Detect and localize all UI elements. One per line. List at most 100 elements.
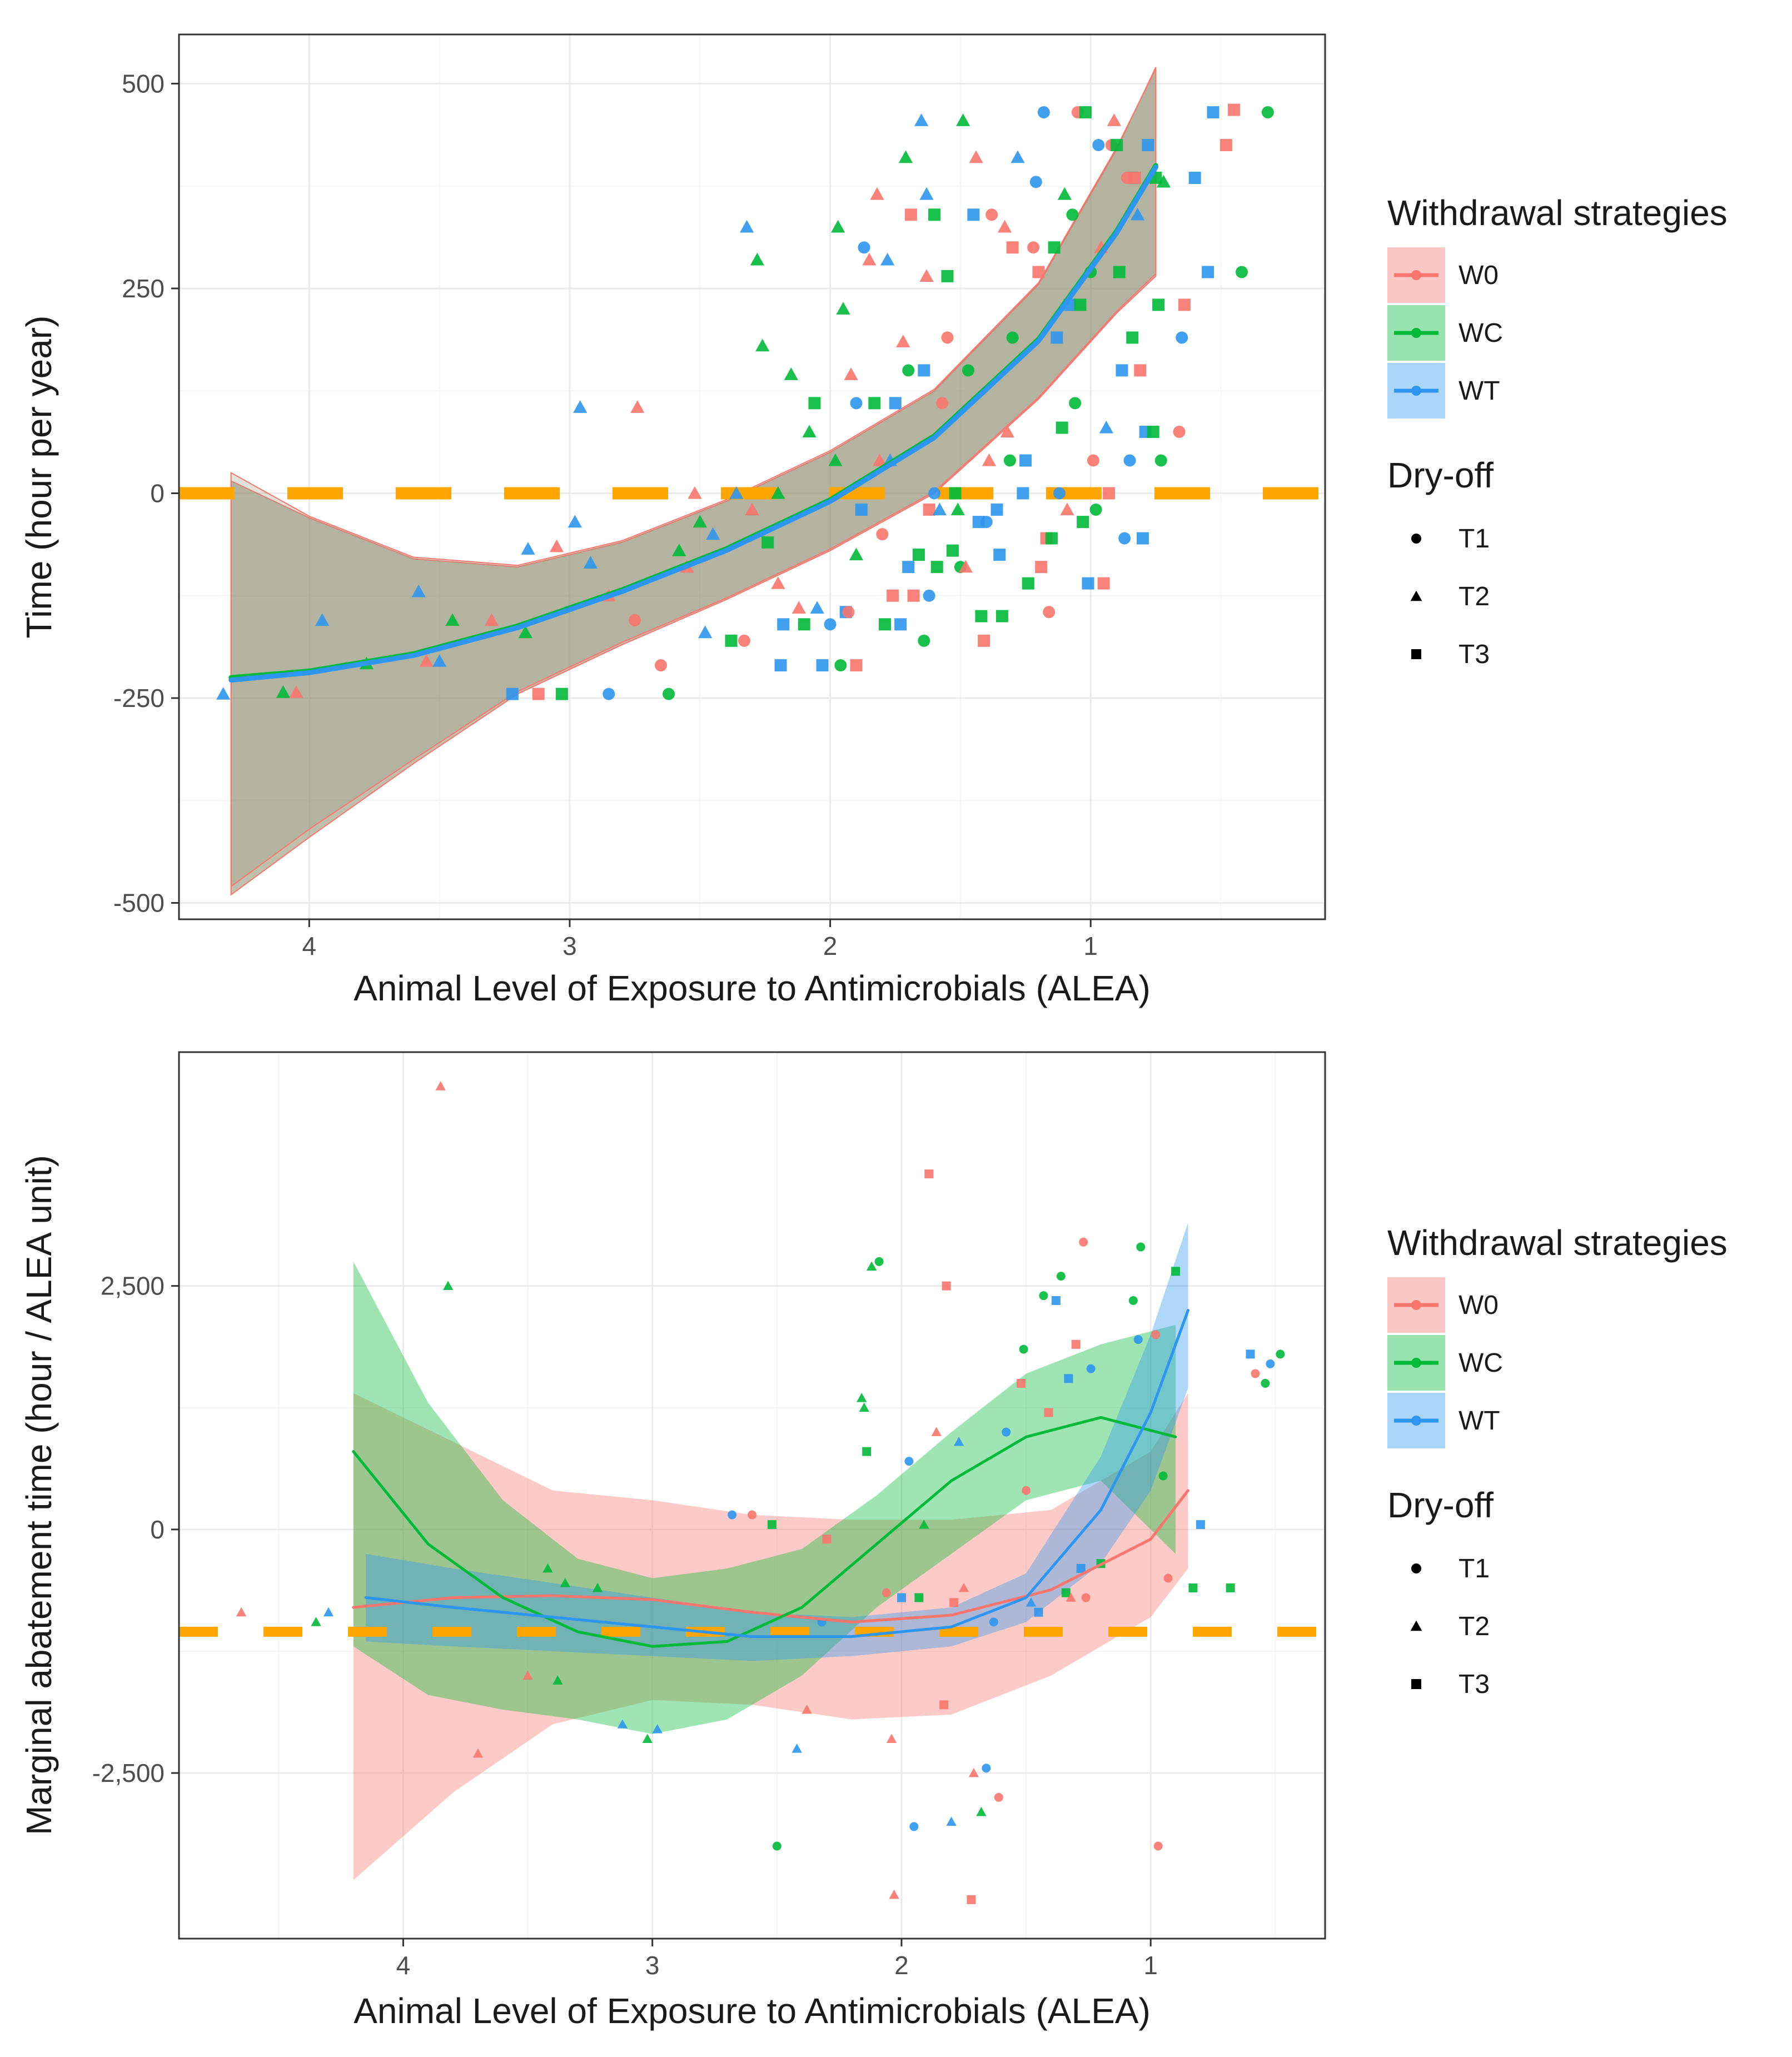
bottom-chart: 4 3 2 1 2,500 0 -2,500 Animal Level of Exposu… (19, 1051, 1728, 2031)
data-point (1074, 298, 1087, 311)
data-point (1079, 1237, 1088, 1247)
legend-label-t2: T2 (1459, 1612, 1490, 1641)
data-point (967, 1895, 976, 1904)
data-point (894, 618, 907, 631)
data-point (1136, 532, 1149, 545)
data-point (1123, 454, 1136, 467)
data-point (946, 544, 959, 557)
data-point (1081, 1593, 1091, 1602)
data-point (1032, 266, 1045, 278)
data-point (792, 1744, 802, 1753)
data-point (953, 1436, 964, 1446)
data-point (1133, 1335, 1143, 1344)
data-point (1173, 425, 1186, 438)
data-point (1196, 1520, 1205, 1530)
top-fit-lines (228, 163, 1158, 683)
data-point (755, 338, 770, 352)
data-point (693, 515, 707, 528)
data-point (802, 425, 817, 438)
data-point (506, 688, 519, 700)
data-point (1266, 1359, 1275, 1368)
legend-shape-t3 (1411, 649, 1421, 659)
data-point (980, 516, 993, 529)
data-point (1066, 1592, 1076, 1602)
data-point (1045, 532, 1058, 545)
x-tick-label: 3 (645, 1951, 660, 1980)
data-point (808, 397, 821, 410)
data-point (904, 208, 917, 221)
data-point (1026, 1597, 1037, 1607)
data-point (941, 270, 954, 282)
data-point (896, 335, 910, 347)
x-tick-label: 4 (302, 932, 317, 960)
legend-label-t3: T3 (1459, 1670, 1490, 1699)
data-point (1089, 503, 1102, 516)
data-point (949, 1598, 959, 1607)
data-point (1000, 425, 1014, 438)
data-point (822, 1535, 832, 1544)
data-point (432, 654, 447, 667)
y-tick-label: -500 (113, 889, 165, 918)
data-point (748, 1510, 756, 1520)
data-point (642, 1734, 653, 1744)
legend-label-wc: WC (1459, 1348, 1503, 1378)
legend-key-dot (1411, 1416, 1421, 1426)
data-point (1163, 1573, 1173, 1583)
data-point (1188, 171, 1201, 184)
data-point (792, 601, 807, 614)
data-point (435, 1081, 446, 1090)
data-point (824, 618, 837, 631)
legend-label-t3: T3 (1459, 640, 1490, 669)
data-point (617, 1719, 628, 1729)
bottom-points (236, 1081, 1285, 1904)
data-point (739, 220, 754, 233)
data-point (1136, 1242, 1146, 1252)
data-point (898, 150, 913, 163)
data-point (866, 1261, 877, 1271)
confidence-band-wt (366, 1222, 1188, 1661)
bottom-fit-lines (352, 1309, 1189, 1648)
data-point (1037, 106, 1050, 119)
data-point (311, 1617, 321, 1626)
data-point (1128, 1296, 1138, 1305)
data-point (993, 549, 1006, 561)
data-point (928, 208, 941, 221)
data-point (1130, 207, 1145, 221)
data-point (1171, 1267, 1181, 1276)
data-point (949, 487, 962, 500)
data-point (976, 1806, 987, 1816)
data-point (1061, 1588, 1071, 1597)
legend-key-dot (1411, 270, 1421, 280)
data-point (774, 659, 787, 672)
top-chart: 4 3 2 1 500 250 0 -250 -500 Animal Level of Exp… (19, 33, 1728, 1008)
data-point (879, 618, 892, 631)
data-point (411, 584, 426, 597)
data-point (315, 613, 330, 626)
data-point (555, 688, 568, 700)
data-point (923, 503, 935, 516)
x-tick-label: 2 (823, 932, 838, 960)
legend-shape-t1 (1411, 534, 1421, 544)
legend-title-dryoff: Dry-off (1387, 455, 1494, 495)
top-x-axis-label: Animal Level of Exposure to Antimicrobia… (354, 968, 1151, 1008)
data-point (997, 220, 1012, 233)
data-point (1057, 187, 1072, 200)
legend-key-dot (1411, 1358, 1421, 1368)
legend-label-t1: T1 (1459, 524, 1490, 554)
data-point (936, 397, 949, 410)
legend-label-w0: W0 (1459, 1291, 1499, 1320)
data-point (568, 515, 582, 528)
data-point (919, 187, 934, 200)
x-tick-label: 2 (894, 1951, 909, 1980)
data-point (810, 601, 824, 614)
y-tick-label: 500 (122, 69, 165, 98)
data-point (1066, 208, 1079, 221)
legend-label-wt: WT (1459, 376, 1500, 406)
data-point (889, 1889, 899, 1899)
data-point (982, 453, 997, 466)
legend-label-wt: WT (1459, 1406, 1500, 1436)
data-point (828, 453, 843, 466)
data-point (902, 561, 915, 574)
x-tick-label: 1 (1143, 1951, 1158, 1980)
data-point (549, 539, 564, 552)
